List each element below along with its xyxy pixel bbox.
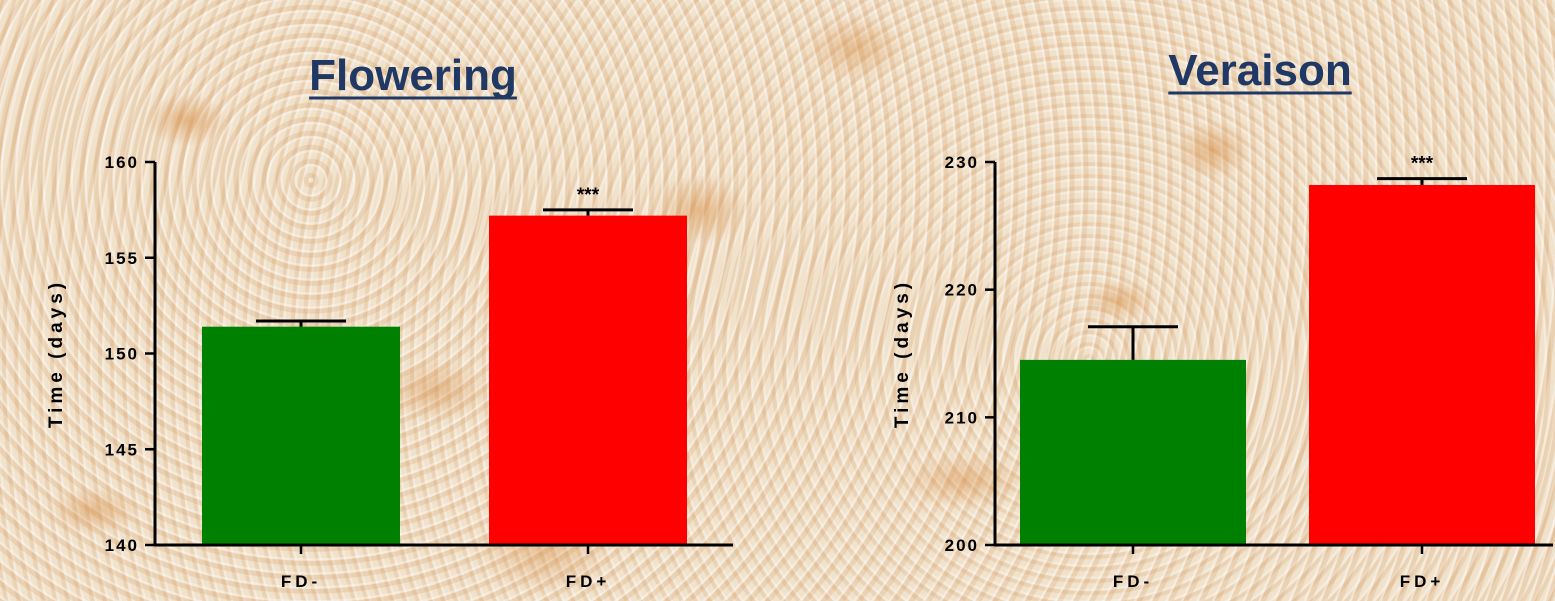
y-axis-label: Time (days) xyxy=(892,279,913,428)
bar-FD+ xyxy=(1309,184,1535,546)
significance-label: *** xyxy=(577,185,600,206)
y-tick-label: 160 xyxy=(105,153,139,172)
y-tick-label: 220 xyxy=(945,281,979,300)
y-tick-label: 210 xyxy=(945,408,979,427)
bar-FD- xyxy=(1020,359,1246,545)
y-tick-label: 230 xyxy=(945,153,979,172)
y-tick-label: 155 xyxy=(105,249,139,268)
chart-title: Veraison xyxy=(1168,46,1351,95)
bar-FD- xyxy=(202,326,400,545)
x-tick-label: FD- xyxy=(1113,572,1153,591)
y-tick-label: 150 xyxy=(105,345,139,364)
bar-FD+ xyxy=(489,215,687,545)
y-tick-label: 145 xyxy=(105,440,139,459)
chart-veraison: Veraison Time (days) FD- *** FD+ 200 210 220 230 xyxy=(892,46,1553,591)
x-tick-label: FD+ xyxy=(566,572,611,591)
y-tick-label: 200 xyxy=(945,536,979,555)
significance-label: *** xyxy=(1411,154,1434,175)
y-axis-label: Time (days) xyxy=(46,279,67,428)
y-tick-label: 140 xyxy=(105,536,139,555)
chart-title: Flowering xyxy=(309,51,517,100)
x-tick-label: FD- xyxy=(281,572,321,591)
x-tick-label: FD+ xyxy=(1400,572,1445,591)
chart-flowering: Flowering Time (days) FD- *** FD+ 140 145 150 15… xyxy=(46,51,733,591)
